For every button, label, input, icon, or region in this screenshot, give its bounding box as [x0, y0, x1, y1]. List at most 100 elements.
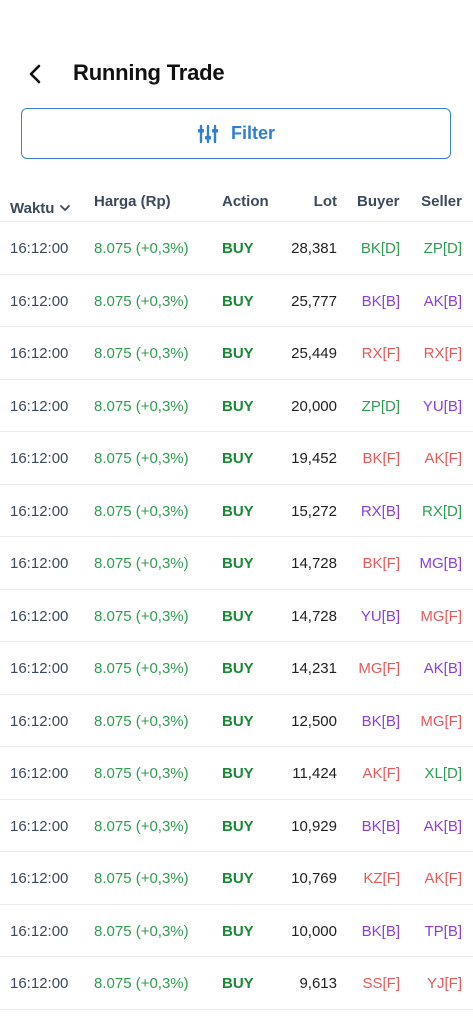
table-row[interactable]: 16:12:00 8.075 (+0,3%) BUY 25,449 RX[F] RX[F]	[0, 327, 473, 380]
table-row[interactable]: 16:12:00 8.075 (+0,3%) BUY 10,000 BK[B] TP[B]	[0, 905, 473, 957]
trade-time: 16:12:00	[10, 502, 69, 520]
column-label-waktu: Waktu	[10, 199, 55, 217]
table-row[interactable]: 16:12:00 8.075 (+0,3%) BUY 15,272 RX[B] RX[D]	[0, 485, 473, 537]
trade-price: 8.075 (+0,3%)	[94, 240, 189, 257]
trade-price: 8.075 (+0,3%)	[94, 292, 189, 310]
buyer-code: BK	[360, 240, 381, 257]
table-row[interactable]: 16:12:00 8.075 (+0,3%) BUY 25,777 BK[B] AK[B]	[0, 275, 473, 327]
seller-type: [F]	[444, 870, 463, 887]
trade-seller: YJ[F]	[427, 957, 462, 1009]
buyer-type: [B]	[381, 502, 400, 520]
trade-buyer: YU[B]	[361, 590, 400, 642]
table-row[interactable]: 16:12:00 8.075 (+0,3%) BUY 14,728 BK[F] MG[B]	[0, 537, 473, 590]
trade-price: 8.075 (+0,3%)	[94, 397, 189, 415]
trade-price: 8.075 (+0,3%)	[94, 922, 189, 940]
filter-button[interactable]: Filter	[21, 108, 451, 159]
trade-price: 8.075 (+0,3%)	[94, 975, 189, 992]
trade-buyer: BK[F]	[362, 432, 400, 484]
trade-lot: 15,272	[291, 502, 337, 520]
trade-seller: RX[F]	[424, 327, 462, 379]
trade-time: 16:12:00	[10, 817, 69, 835]
table-row[interactable]: 16:12:00 8.075 (+0,3%) BUY 10,929 BK[B] AK[B]	[0, 800, 473, 852]
buyer-type: [F]	[382, 765, 401, 782]
seller-type: [D]	[442, 765, 462, 782]
table-row[interactable]: 16:12:00 8.075 (+0,3%) BUY 12,500 BK[B] MG[F]	[0, 695, 473, 747]
trade-time: 16:12:00	[10, 450, 69, 467]
seller-type: [B]	[443, 397, 462, 415]
buyer-code: RX	[360, 502, 382, 520]
filter-label: Filter	[230, 123, 275, 143]
table-row[interactable]: 16:12:00 8.075 (+0,3%) BUY 19,452 BK[F] AK[F]	[0, 432, 473, 485]
buyer-type: [B]	[381, 292, 400, 310]
trade-action: BUY	[222, 870, 254, 887]
seller-code: AK	[424, 450, 445, 467]
trade-lot: 25,777	[291, 292, 337, 310]
trade-buyer: ZP[D]	[362, 380, 400, 432]
seller-type: [F]	[444, 712, 463, 730]
table-row[interactable]: 16:12:00 8.075 (+0,3%) BUY 10,769 KZ[F] AK[F]	[0, 852, 473, 905]
seller-code: MG	[419, 555, 444, 572]
trade-buyer: BK[B]	[362, 800, 400, 852]
trade-action: BUY	[222, 975, 254, 992]
seller-type: [F]	[444, 975, 463, 992]
seller-type: [B]	[443, 817, 462, 835]
trade-seller: XL[D]	[424, 747, 462, 799]
buyer-type: [F]	[382, 555, 401, 572]
trade-action: BUY	[222, 922, 254, 940]
seller-type: [F]	[444, 450, 463, 467]
trade-seller: AK[F]	[424, 432, 462, 484]
trade-seller: AK[F]	[424, 852, 462, 904]
trade-seller: MG[B]	[419, 537, 462, 589]
trade-lot: 10,000	[291, 922, 337, 940]
buyer-code: KZ	[363, 870, 383, 887]
column-header-waktu[interactable]: Waktu	[10, 176, 71, 222]
back-button[interactable]	[22, 60, 50, 88]
table-row[interactable]: 16:12:00 8.075 (+0,3%) BUY 28,381 BK[D] ZP[D]	[0, 222, 473, 275]
table-row[interactable]: 16:12:00 8.075 (+0,3%) BUY 11,424 AK[F] XL[D]	[0, 747, 473, 800]
trade-lot: 12,500	[291, 712, 337, 730]
seller-code: AK	[424, 870, 445, 887]
trade-seller: MG[F]	[420, 590, 462, 642]
trade-lot: 14,728	[291, 555, 337, 572]
table-body: 16:12:00 8.075 (+0,3%) BUY 28,381 BK[D] ZP[D]…	[0, 222, 473, 1010]
trade-seller: YU[B]	[423, 380, 462, 432]
trade-time: 16:12:00	[10, 240, 69, 257]
buyer-code: RX	[361, 345, 383, 362]
seller-code: RX	[421, 502, 443, 520]
trade-time: 16:12:00	[10, 660, 69, 677]
seller-code: AK	[423, 817, 444, 835]
trade-price: 8.075 (+0,3%)	[94, 870, 189, 887]
buyer-type: [D]	[380, 240, 400, 257]
trade-lot: 14,728	[291, 607, 337, 625]
trade-time: 16:12:00	[10, 975, 69, 992]
trade-buyer: BK[F]	[362, 537, 400, 589]
trade-action: BUY	[222, 712, 254, 730]
buyer-type: [B]	[381, 922, 400, 940]
trade-price: 8.075 (+0,3%)	[94, 555, 189, 572]
seller-code: MG	[420, 712, 445, 730]
seller-type: [B]	[443, 555, 462, 572]
table-row[interactable]: 16:12:00 8.075 (+0,3%) BUY 14,728 YU[B] MG[F]	[0, 590, 473, 642]
trade-lot: 28,381	[291, 240, 337, 257]
table-row[interactable]: 16:12:00 8.075 (+0,3%) BUY 14,231 MG[F] AK[B]	[0, 642, 473, 695]
trade-seller: ZP[D]	[424, 222, 462, 274]
buyer-code: BK	[361, 817, 382, 835]
trade-lot: 19,452	[291, 450, 337, 467]
trade-action: BUY	[222, 555, 254, 572]
app-header: Running Trade	[0, 50, 473, 100]
table-row[interactable]: 16:12:00 8.075 (+0,3%) BUY 20,000 ZP[D] YU[B]	[0, 380, 473, 432]
trade-lot: 14,231	[291, 660, 337, 677]
chevron-down-icon	[60, 205, 71, 211]
trade-price: 8.075 (+0,3%)	[94, 660, 189, 677]
seller-code: MG	[420, 607, 445, 625]
trade-buyer: BK[B]	[362, 695, 400, 747]
seller-code: RX	[423, 345, 445, 362]
trade-action: BUY	[222, 660, 254, 677]
trade-seller: MG[F]	[420, 695, 462, 747]
seller-code: YU	[422, 397, 444, 415]
column-header-lot: Lot	[313, 193, 337, 210]
buyer-type: [F]	[382, 660, 401, 677]
trade-action: BUY	[222, 345, 254, 362]
table-row[interactable]: 16:12:00 8.075 (+0,3%) BUY 9,613 SS[F] YJ[F]	[0, 957, 473, 1010]
trade-buyer: KZ[F]	[363, 852, 400, 904]
